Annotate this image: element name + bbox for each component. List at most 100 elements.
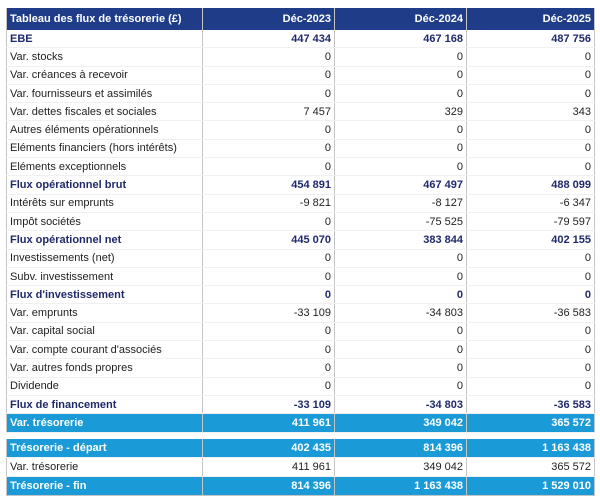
cell-value: 0	[334, 157, 467, 177]
row-label: Subv. investissement	[6, 267, 203, 287]
cell-value: 0	[466, 139, 595, 159]
cell-value: 0	[466, 66, 595, 85]
cell-value: 0	[334, 66, 467, 85]
cell-value: 0	[334, 120, 467, 140]
cell-value: 329	[334, 102, 467, 122]
row-label: Var. emprunts	[6, 303, 203, 323]
cell-value: 0	[202, 120, 335, 140]
cell-value: -34 803	[334, 303, 467, 323]
row-label: Var. dettes fiscales et sociales	[6, 102, 203, 122]
table-row: Var. dettes fiscales et sociales 7 457 329…	[6, 102, 595, 122]
table-row: Flux opérationnel brut 454 891 467 497 488 …	[6, 175, 595, 195]
cell-value: 0	[202, 84, 335, 104]
cell-value: 0	[334, 47, 467, 67]
table-row: Var. capital social 0 0 0	[6, 322, 595, 342]
cell-value: 0	[202, 157, 335, 177]
row-label: Var. stocks	[6, 47, 203, 67]
cell-value: -33 109	[202, 395, 335, 415]
cell-value: 0	[202, 139, 335, 159]
cell-value: 488 099	[466, 175, 595, 195]
cell-value: 814 396	[202, 476, 335, 496]
row-label: Var. créances à recevoir	[6, 66, 203, 85]
header-row: Tableau des flux de trésorerie (£) Déc-20…	[6, 8, 595, 30]
cell-value: -75 525	[334, 212, 467, 232]
cell-value: 0	[334, 249, 467, 268]
cell-value: 0	[202, 322, 335, 342]
row-label: Flux d'investissement	[6, 285, 203, 305]
table-row: Eléments exceptionnels 0 0 0	[6, 157, 595, 177]
cell-value: -36 583	[466, 395, 595, 415]
cell-value: 0	[202, 66, 335, 85]
row-label: Intérêts sur emprunts	[6, 194, 203, 213]
table-row: Intérêts sur emprunts -9 821 -8 127 -6 347	[6, 194, 595, 213]
cell-value: 0	[466, 84, 595, 104]
cell-value: 0	[334, 322, 467, 342]
row-label: Var. capital social	[6, 322, 203, 342]
cell-value: 0	[466, 47, 595, 67]
header-cell: Déc-2025	[466, 8, 595, 30]
cell-value: 411 961	[202, 457, 335, 477]
cell-value: 454 891	[202, 175, 335, 195]
header-cell: Tableau des flux de trésorerie (£)	[6, 8, 203, 30]
row-label: Var. autres fonds propres	[6, 358, 203, 378]
cell-value: 0	[334, 285, 467, 305]
cell-value: -36 583	[466, 303, 595, 323]
cell-value: 0	[202, 377, 335, 396]
cell-value: 0	[466, 267, 595, 287]
table-row: Var. emprunts -33 109 -34 803 -36 583	[6, 303, 595, 323]
row-label: Eléments financiers (hors intérêts)	[6, 139, 203, 159]
table-row: Var. fournisseurs et assimilés 0 0 0	[6, 84, 595, 104]
row-label: Autres éléments opérationnels	[6, 120, 203, 140]
cell-value: 365 572	[466, 413, 595, 434]
table-body: EBE 447 434 467 168 487 756 Var. stocks 0 0 0 Va…	[6, 30, 595, 496]
table-row: Subv. investissement 0 0 0	[6, 267, 595, 287]
table-row: Eléments financiers (hors intérêts) 0 0 0	[6, 139, 595, 159]
row-label: Flux opérationnel brut	[6, 175, 203, 195]
cell-value: 0	[334, 84, 467, 104]
cell-value: 383 844	[334, 230, 467, 250]
cell-value: 0	[466, 249, 595, 268]
table-row: Flux de financement -33 109 -34 803 -36 583	[6, 395, 595, 415]
cell-value: 0	[334, 340, 467, 360]
cell-value: 402 155	[466, 230, 595, 250]
spacer-cell	[6, 432, 595, 440]
table-row: Trésorerie - fin 814 396 1 163 438 1 529 01…	[6, 476, 595, 496]
cell-value: 0	[202, 358, 335, 378]
cell-value: -9 821	[202, 194, 335, 213]
cell-value: 0	[202, 285, 335, 305]
row-label: Trésorerie - fin	[6, 476, 203, 496]
table-row: Autres éléments opérationnels 0 0 0	[6, 120, 595, 140]
row-label: Var. compte courant d'associés	[6, 340, 203, 360]
cell-value: 0	[466, 120, 595, 140]
header-cell: Déc-2023	[202, 8, 335, 30]
cell-value: -33 109	[202, 303, 335, 323]
row-label: Flux de financement	[6, 395, 203, 415]
cell-value: 0	[202, 47, 335, 67]
cell-value: -34 803	[334, 395, 467, 415]
cell-value: -6 347	[466, 194, 595, 213]
table-row: Var. créances à recevoir 0 0 0	[6, 66, 595, 85]
cell-value: -8 127	[334, 194, 467, 213]
cell-value: 411 961	[202, 413, 335, 434]
cell-value: 0	[466, 157, 595, 177]
row-label: Impôt sociétés	[6, 212, 203, 232]
row-label: Flux opérationnel net	[6, 230, 203, 250]
spacer	[6, 432, 595, 440]
table-row: Var. trésorerie 411 961 349 042 365 572	[6, 413, 595, 434]
table-row: Var. compte courant d'associés 0 0 0	[6, 340, 595, 360]
cell-value: 1 163 438	[334, 476, 467, 496]
cell-value: 487 756	[466, 30, 595, 49]
cell-value: 467 497	[334, 175, 467, 195]
cell-value: 0	[202, 249, 335, 268]
cell-value: 0	[466, 340, 595, 360]
cell-value: 0	[334, 267, 467, 287]
row-label: Var. trésorerie	[6, 413, 203, 434]
cell-value: 0	[202, 212, 335, 232]
cell-value: 0	[466, 358, 595, 378]
cell-value: 0	[202, 340, 335, 360]
row-label: Var. trésorerie	[6, 457, 203, 477]
cell-value: 0	[334, 358, 467, 378]
table-row: Flux opérationnel net 445 070 383 844 402 1…	[6, 230, 595, 250]
cell-value: 349 042	[334, 457, 467, 477]
